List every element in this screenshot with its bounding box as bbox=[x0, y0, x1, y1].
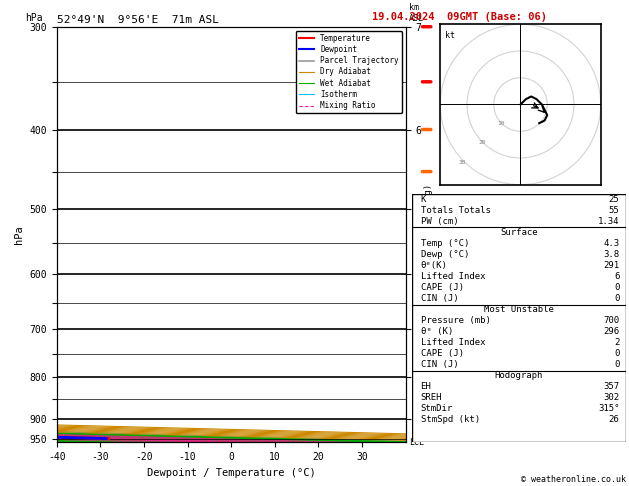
Text: Lifted Index: Lifted Index bbox=[421, 272, 485, 281]
Text: Lifted Index: Lifted Index bbox=[421, 338, 485, 347]
Text: 3.8: 3.8 bbox=[603, 250, 620, 259]
Text: CIN (J): CIN (J) bbox=[421, 360, 458, 369]
Text: CAPE (J): CAPE (J) bbox=[421, 349, 464, 358]
Text: 2: 2 bbox=[614, 338, 620, 347]
Y-axis label: Mixing Ratio (g/kg): Mixing Ratio (g/kg) bbox=[424, 183, 433, 286]
Text: SREH: SREH bbox=[421, 393, 442, 402]
Text: 0: 0 bbox=[614, 294, 620, 303]
Text: 302: 302 bbox=[603, 393, 620, 402]
Text: 25: 25 bbox=[609, 195, 620, 204]
Text: hPa: hPa bbox=[25, 13, 43, 22]
Text: 19.04.2024  09GMT (Base: 06): 19.04.2024 09GMT (Base: 06) bbox=[372, 12, 547, 22]
Text: 10: 10 bbox=[498, 121, 505, 126]
Text: PW (cm): PW (cm) bbox=[421, 217, 458, 226]
Text: 20: 20 bbox=[478, 140, 486, 145]
Text: StmDir: StmDir bbox=[421, 404, 453, 413]
Text: EH: EH bbox=[421, 382, 431, 391]
Text: Hodograph: Hodograph bbox=[495, 371, 543, 380]
Text: 4.3: 4.3 bbox=[603, 239, 620, 248]
X-axis label: Dewpoint / Temperature (°C): Dewpoint / Temperature (°C) bbox=[147, 468, 316, 478]
Text: 1.34: 1.34 bbox=[598, 217, 620, 226]
Text: StmSpd (kt): StmSpd (kt) bbox=[421, 415, 480, 424]
Text: LCL: LCL bbox=[409, 438, 424, 447]
Text: 52°49'N  9°56'E  71m ASL: 52°49'N 9°56'E 71m ASL bbox=[57, 15, 219, 25]
Text: 26: 26 bbox=[609, 415, 620, 424]
Text: K: K bbox=[421, 195, 426, 204]
Text: kt: kt bbox=[445, 31, 455, 40]
Text: © weatheronline.co.uk: © weatheronline.co.uk bbox=[521, 474, 626, 484]
Text: 357: 357 bbox=[603, 382, 620, 391]
Text: Pressure (mb): Pressure (mb) bbox=[421, 316, 491, 325]
FancyBboxPatch shape bbox=[412, 194, 626, 442]
Text: CAPE (J): CAPE (J) bbox=[421, 283, 464, 292]
Text: Temp (°C): Temp (°C) bbox=[421, 239, 469, 248]
Text: 0: 0 bbox=[614, 360, 620, 369]
Text: 55: 55 bbox=[609, 206, 620, 215]
Text: 6: 6 bbox=[614, 272, 620, 281]
Text: 700: 700 bbox=[603, 316, 620, 325]
Text: θᵉ (K): θᵉ (K) bbox=[421, 327, 453, 336]
Legend: Temperature, Dewpoint, Parcel Trajectory, Dry Adiabat, Wet Adiabat, Isotherm, Mi: Temperature, Dewpoint, Parcel Trajectory… bbox=[296, 31, 402, 113]
Text: 0: 0 bbox=[614, 349, 620, 358]
Text: 291: 291 bbox=[603, 261, 620, 270]
Text: CIN (J): CIN (J) bbox=[421, 294, 458, 303]
Text: km
ASL: km ASL bbox=[409, 3, 424, 22]
Text: 315°: 315° bbox=[598, 404, 620, 413]
Text: Most Unstable: Most Unstable bbox=[484, 305, 554, 314]
Text: 0: 0 bbox=[614, 283, 620, 292]
Text: 296: 296 bbox=[603, 327, 620, 336]
Y-axis label: hPa: hPa bbox=[14, 225, 24, 244]
Text: θᵉ(K): θᵉ(K) bbox=[421, 261, 447, 270]
Text: Totals Totals: Totals Totals bbox=[421, 206, 491, 215]
Text: Surface: Surface bbox=[500, 228, 538, 237]
Text: 30: 30 bbox=[459, 160, 467, 165]
Text: Dewp (°C): Dewp (°C) bbox=[421, 250, 469, 259]
